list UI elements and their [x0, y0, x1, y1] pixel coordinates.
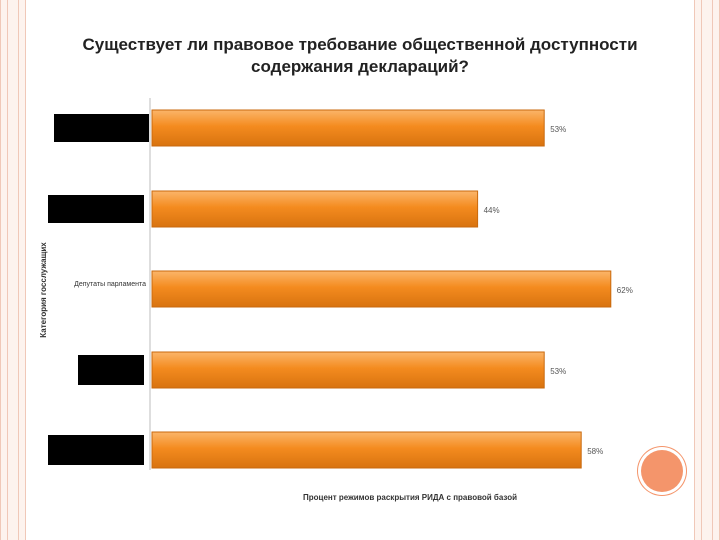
chart-title-line-1: Существует ли правовое требование общест… — [82, 35, 638, 54]
data-label: 53% — [550, 367, 566, 376]
redacted-category-label — [48, 195, 144, 223]
category-label: Депутаты парламента — [74, 281, 146, 288]
data-label: 58% — [587, 447, 603, 456]
redacted-category-label — [54, 114, 149, 142]
bar — [151, 351, 545, 389]
bar — [151, 431, 582, 469]
left-decorative-border — [0, 0, 26, 540]
redacted-category-label — [48, 435, 144, 465]
bar — [151, 190, 479, 228]
chart-title: Существует ли правовое требование общест… — [60, 34, 660, 78]
x-axis-label: Процент режимов раскрытия РИДА с правово… — [303, 493, 517, 502]
data-label: 44% — [484, 206, 500, 215]
y-axis-label: Категория госслужащих — [39, 242, 48, 338]
redacted-category-label — [78, 355, 144, 385]
data-label: 62% — [617, 286, 633, 295]
bar — [151, 109, 545, 147]
chart-title-line-2: содержания деклараций? — [251, 57, 469, 76]
bar — [151, 270, 612, 308]
decorative-circle — [641, 450, 683, 492]
right-decorative-border — [694, 0, 720, 540]
data-label: 53% — [550, 125, 566, 134]
